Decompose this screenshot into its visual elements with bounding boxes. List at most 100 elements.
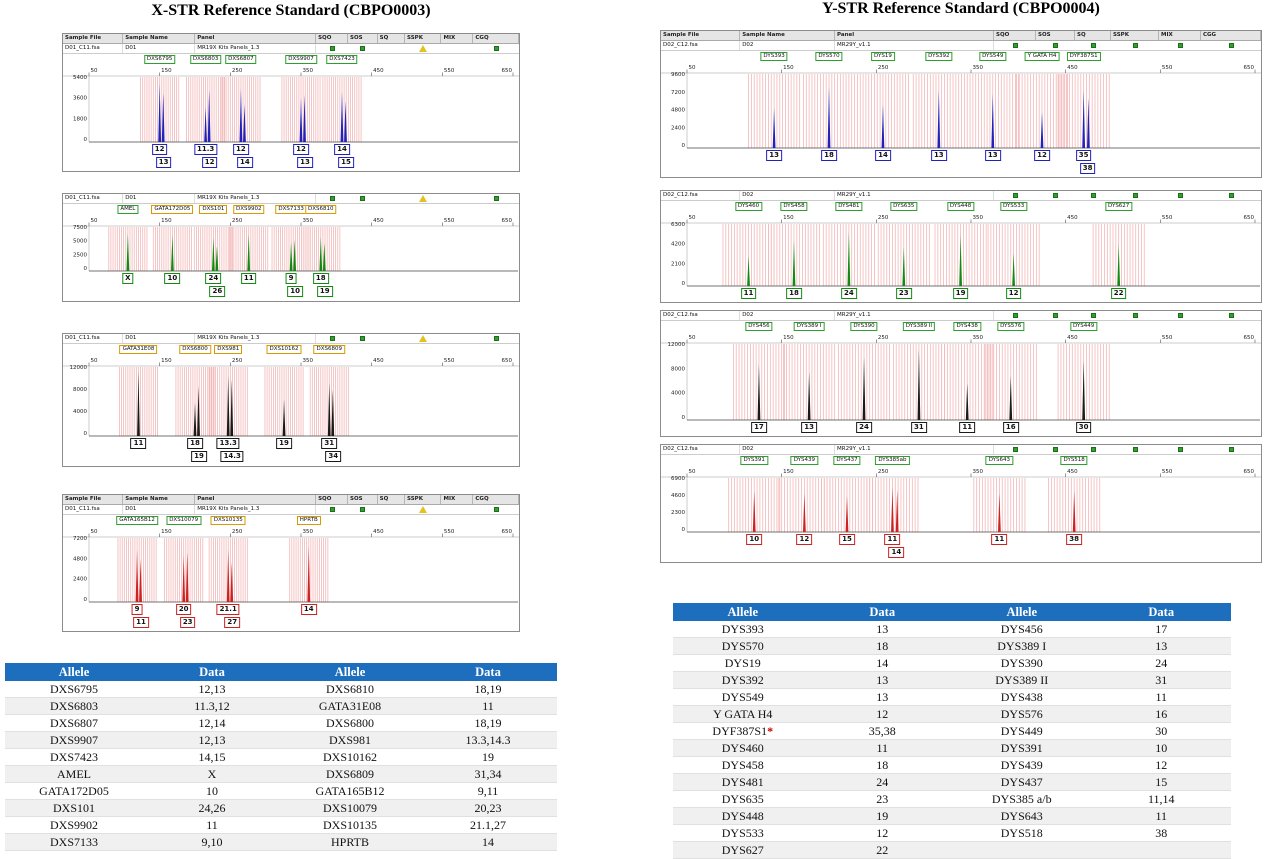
peak (792, 241, 796, 286)
status-square-icon (1053, 447, 1058, 452)
svg-text:0: 0 (682, 415, 686, 421)
column-header-cell: CGQ (473, 34, 519, 43)
allele-call-label: 12 (1005, 288, 1022, 299)
data-cell: 12,13 (143, 681, 281, 698)
status-square-icon (360, 46, 366, 51)
svg-text:2400: 2400 (73, 577, 87, 583)
allele-call-label: 13 (297, 157, 313, 168)
svg-text:650: 650 (502, 68, 513, 74)
svg-text:550: 550 (1162, 215, 1173, 221)
marker-label: DYS518 (1060, 456, 1088, 465)
table-row: DYS533 12 DYS518 38 (673, 824, 1231, 842)
data-cell: 11 (419, 697, 557, 715)
column-header-row: Sample File Sample Name Panel SQO SOS SQ SSPK M… (63, 34, 519, 44)
allele-cell: DYS518 (952, 824, 1092, 842)
sample-file: D01_C11.fsa (63, 194, 124, 203)
allele-cell: DYS635 (673, 790, 813, 808)
status-square-icon (1132, 193, 1138, 198)
marker-label: DXS7423 (326, 55, 358, 64)
peak (126, 233, 130, 271)
svg-text:350: 350 (973, 215, 984, 221)
allele-call-label: 13.3 (216, 438, 240, 449)
svg-text:450: 450 (373, 358, 384, 364)
peak (757, 364, 761, 420)
table-header-cell: Allele (5, 663, 143, 681)
svg-text:9600: 9600 (671, 72, 685, 78)
peak (340, 91, 344, 142)
peak (991, 94, 995, 148)
allele-cell: DYS643 (952, 807, 1092, 825)
marker-row: GATA31E08 DXS6800 DXS981 DXS10162 DXS6809 (63, 344, 519, 356)
column-header-cell: CGG (1201, 31, 1261, 40)
sample-file: D02_C12.fsa (661, 191, 741, 200)
allele-cell: DYS393 (673, 621, 813, 638)
marker-label: DXS9907 (285, 55, 317, 64)
svg-text:350: 350 (973, 65, 984, 71)
allele-call-zone: 11 18 19 13.3 14.3 19 31 34 (63, 437, 519, 469)
table-row: DYS448 19 DYS643 11 (673, 807, 1231, 825)
data-cell: 22 (812, 841, 952, 859)
peak (247, 234, 251, 271)
peak (307, 546, 311, 602)
allele-cell: DXS10135 (281, 816, 419, 834)
allele-cell: DYS449 (952, 722, 1092, 740)
column-header-cell: SQO (994, 31, 1036, 40)
column-header-cell: SQ (378, 495, 405, 504)
trace-plot: 50 150 250 350 450 550 650 9600 7200 4800 2400 0 (661, 65, 1261, 149)
marker-label: DYS439 (790, 456, 819, 465)
marker-label: DXS6795 (143, 55, 176, 64)
allele-cell: GATA31E08 (281, 697, 419, 715)
allele-cell: AMEL (5, 765, 143, 783)
status-square-icon (1053, 43, 1058, 48)
svg-text:3600: 3600 (73, 96, 87, 102)
marker-label: DXS6809 (313, 345, 346, 354)
marker-row: AMEL GATA172D05 DXS101 DXS9902 DXS7133 DXS681… (63, 204, 519, 216)
peak (772, 108, 776, 148)
peak (862, 357, 866, 420)
sample-name: D01 (123, 334, 196, 343)
sample-name: D01 (123, 44, 196, 53)
svg-text:4000: 4000 (73, 409, 87, 415)
table-row: DXS101 24,26 DXS10079 20,23 (5, 799, 557, 817)
data-cell: 14 (812, 654, 952, 672)
marker-label: DXS6803 (189, 55, 222, 64)
status-square-icon (1228, 193, 1234, 198)
svg-text:550: 550 (1162, 335, 1173, 341)
marker-row: DYS460 DYS458 DYS481 DYS635 DYS448 DYS533 DYS6… (661, 201, 1261, 213)
peak (747, 256, 750, 286)
svg-text:250: 250 (232, 358, 243, 364)
svg-text:150: 150 (783, 215, 794, 221)
svg-text:550: 550 (444, 358, 455, 364)
marker-label: DXS9902 (232, 205, 265, 214)
svg-text:250: 250 (232, 529, 243, 535)
allele-cell: DYS448 (673, 807, 813, 825)
peak (327, 382, 331, 436)
peak (1040, 112, 1044, 148)
peak (182, 555, 186, 602)
svg-text:450: 450 (1067, 65, 1078, 71)
marker-label: DYF387S1 (1066, 52, 1101, 61)
svg-text:350: 350 (973, 469, 984, 475)
electropherogram-panel: D02_C12.fsa D02 MR29Y_v1.1 DYS456 DYS389 I DY… (660, 310, 1262, 437)
table-row: DYS635 23 DYS385 a/b 11,14 (673, 790, 1231, 808)
allele-call-label: 10 (287, 286, 303, 297)
allele-call-label: 27 (224, 617, 241, 628)
status-square-icon (493, 507, 499, 512)
peak (230, 561, 234, 602)
column-header-cell: Panel (195, 495, 317, 504)
panel-name: MR19X Kits Panels_1.3 (195, 194, 317, 203)
allele-cell: DYS481 (673, 773, 813, 791)
trace-plot: 50 150 250 350 450 550 650 7500 5000 2500 0 (63, 218, 519, 272)
table-row: DXS7133 9,10 HPRTB 14 (5, 833, 557, 851)
table-body: DXS6795 12,13 DXS6810 18,19 DXS6803 11.3,12 GA… (5, 681, 557, 851)
marker-row: DXS6795 DXS6803 DXS6807 DXS9907 DXS7423 (63, 54, 519, 66)
allele-call-label: 16 (1002, 422, 1019, 433)
svg-text:2100: 2100 (671, 261, 685, 267)
allele-call-label: 13 (984, 150, 1001, 161)
data-cell: 13 (812, 688, 952, 706)
status-square-icon (1090, 313, 1096, 318)
allele-call-zone: X 10 24 26 11 9 10 18 19 (63, 272, 519, 304)
svg-text:350: 350 (303, 218, 314, 224)
electropherogram-panel: Sample File Sample Name Panel SQO SOS SQ SSPK M… (660, 30, 1262, 178)
table-header-row: Allele Data Allele Data (5, 663, 557, 681)
